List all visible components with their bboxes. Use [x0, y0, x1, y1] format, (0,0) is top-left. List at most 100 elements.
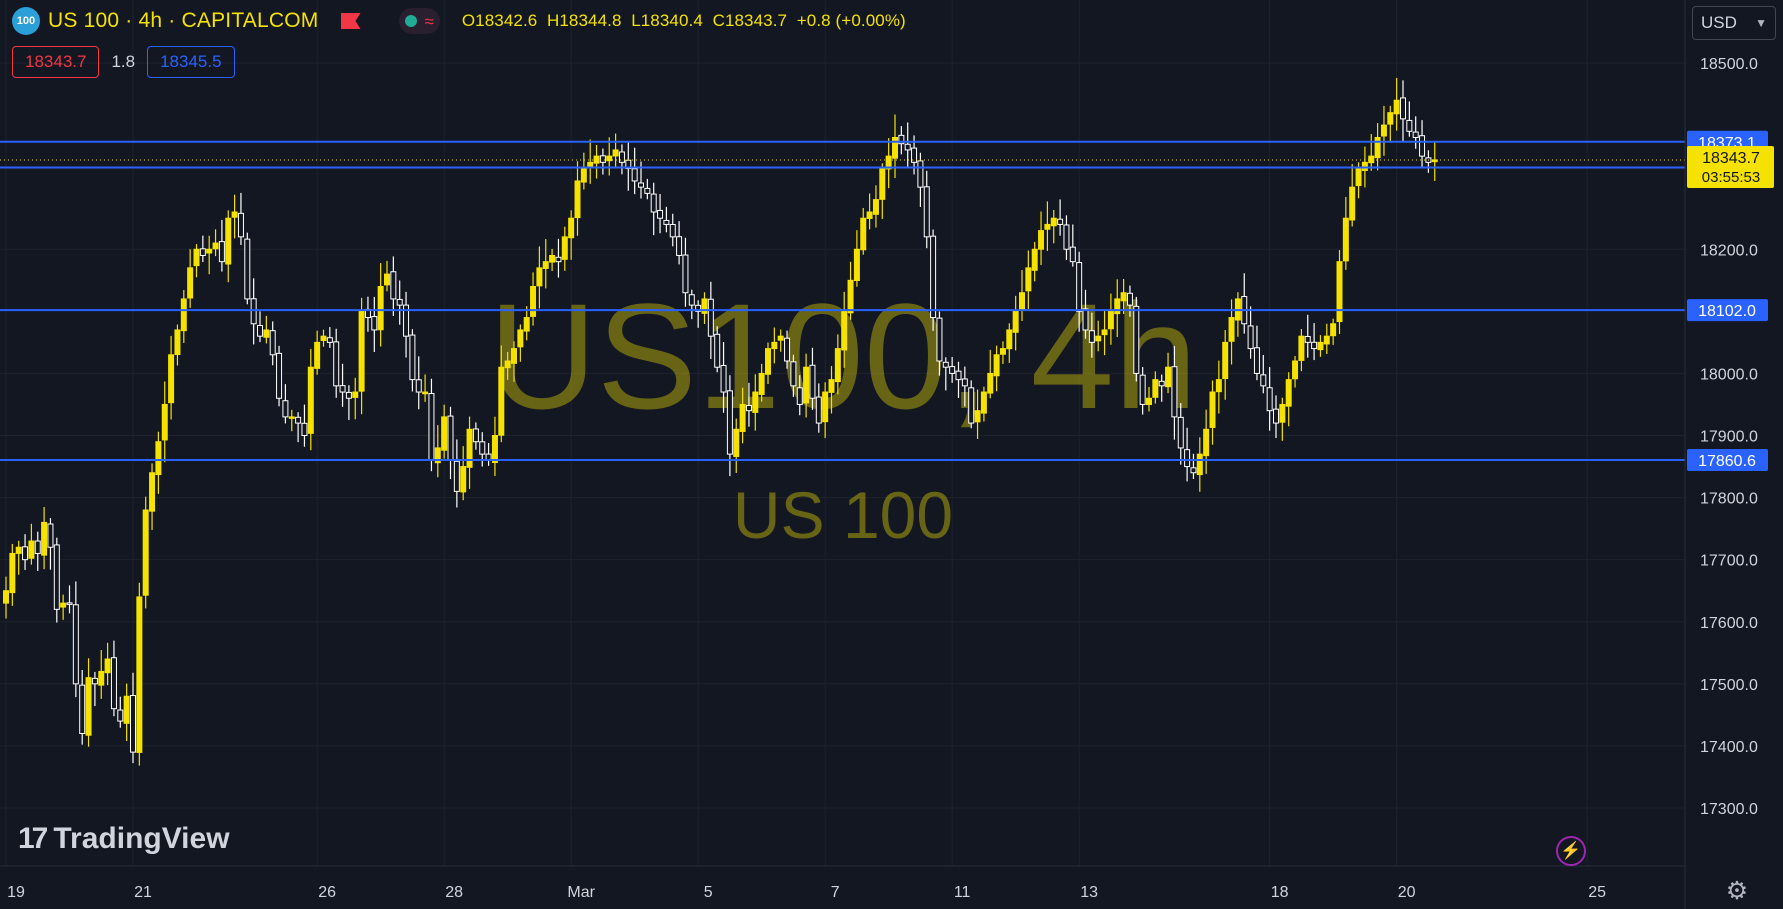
- x-tick-label: 18: [1271, 884, 1289, 901]
- currency-select[interactable]: USD ▼: [1692, 6, 1776, 40]
- candle-body: [1088, 330, 1095, 343]
- hline-price-label: 18102.0: [1698, 303, 1756, 320]
- symbol-title[interactable]: US 100 · 4h · CAPITALCOM: [48, 9, 319, 32]
- candle-body: [530, 286, 537, 317]
- sell-button[interactable]: 18343.7: [12, 46, 100, 78]
- candle-body: [644, 187, 651, 194]
- candle-body: [1031, 248, 1038, 271]
- candle-body: [396, 298, 403, 306]
- candle-body: [942, 361, 949, 368]
- candle-body: [295, 416, 302, 424]
- gear-icon[interactable]: ⚙: [1725, 877, 1749, 905]
- tradingview-mark-icon: 17: [18, 822, 48, 855]
- flag-icon[interactable]: [340, 13, 361, 29]
- candle-body: [422, 391, 429, 395]
- candle-body: [1076, 262, 1083, 312]
- currency-label: USD: [1701, 13, 1737, 32]
- market-status-pill[interactable]: ≈: [398, 8, 440, 34]
- candle-body: [326, 337, 333, 343]
- candle-body: [987, 372, 994, 394]
- tradingview-logo[interactable]: 17 TradingView: [18, 822, 230, 856]
- candle-body: [549, 254, 556, 263]
- candle-body: [542, 261, 549, 269]
- x-tick-label: 19: [7, 884, 25, 901]
- candle-body: [796, 387, 803, 405]
- candle-body: [930, 235, 937, 319]
- candle-body: [1139, 374, 1146, 405]
- wave-icon: ≈: [424, 11, 434, 31]
- candle-body: [390, 271, 397, 300]
- candle-body: [771, 341, 778, 350]
- candle-body: [561, 236, 568, 260]
- symbol-logo[interactable]: 100: [12, 7, 40, 35]
- candle-body: [1380, 124, 1387, 137]
- candle-body: [638, 182, 644, 188]
- candle-body: [892, 137, 898, 159]
- candle-body: [739, 403, 746, 432]
- candle-body: [193, 248, 200, 267]
- close-value: 18343.7: [724, 11, 788, 30]
- candle-body: [377, 286, 384, 331]
- candle-body: [1361, 161, 1368, 171]
- candle-body: [314, 341, 321, 369]
- candle-body: [1057, 218, 1064, 225]
- candle-body: [434, 447, 441, 464]
- y-tick-label: 17600.0: [1700, 615, 1758, 632]
- candle-body: [22, 546, 29, 561]
- candle-body: [269, 330, 276, 356]
- y-tick-label: 18000.0: [1700, 366, 1758, 383]
- candle-body: [98, 670, 105, 686]
- x-tick-label: 20: [1398, 884, 1416, 901]
- candle-body: [441, 416, 448, 451]
- candle-body: [41, 521, 48, 556]
- candle-body: [733, 428, 740, 458]
- candle-body: [707, 298, 714, 337]
- low-value: 18340.4: [640, 11, 703, 30]
- lightning-icon[interactable]: ⚡: [1556, 836, 1586, 866]
- candle-body: [1133, 305, 1140, 374]
- candle-body: [1126, 292, 1133, 306]
- candle-body: [1203, 428, 1210, 457]
- candle-body: [1019, 292, 1025, 311]
- candle-body: [199, 248, 206, 256]
- candle-body: [904, 143, 911, 151]
- candle-body: [345, 391, 352, 399]
- candle-body: [9, 552, 16, 594]
- candle-body: [1165, 366, 1172, 388]
- candle-body: [358, 310, 365, 392]
- candle-body: [682, 254, 689, 294]
- candle-body: [841, 310, 848, 351]
- candle-body: [231, 211, 238, 218]
- candle-body: [1292, 360, 1299, 380]
- countdown-label: 03:55:53: [1702, 169, 1760, 186]
- candle-body: [244, 238, 251, 300]
- candle-body: [371, 316, 378, 331]
- candle-body: [28, 540, 35, 559]
- high-value: 18344.8: [559, 11, 622, 30]
- y-tick-label: 17500.0: [1700, 677, 1758, 694]
- candle-body: [301, 422, 308, 436]
- candle-body: [409, 334, 416, 381]
- candle-body: [885, 155, 892, 170]
- candle-body: [142, 509, 149, 596]
- candle-body: [218, 241, 225, 263]
- candle-body: [333, 341, 340, 387]
- candle-body: [91, 677, 98, 685]
- candle-body: [460, 466, 467, 493]
- y-tick-label: 18200.0: [1700, 242, 1758, 259]
- candle-body: [47, 523, 54, 548]
- candle-body: [403, 304, 410, 337]
- candle-body: [1349, 186, 1356, 221]
- candle-body: [155, 441, 162, 476]
- candle-body: [79, 684, 86, 734]
- y-tick-label: 18500.0: [1700, 56, 1758, 73]
- candle-body: [1012, 310, 1019, 333]
- x-tick-label: 5: [704, 884, 713, 901]
- candle-body: [1419, 135, 1426, 157]
- buy-button[interactable]: 18345.5: [147, 46, 235, 78]
- candle-body: [1120, 292, 1127, 302]
- candle-body: [161, 403, 168, 441]
- candle-body: [688, 294, 695, 306]
- candle-body: [428, 393, 435, 461]
